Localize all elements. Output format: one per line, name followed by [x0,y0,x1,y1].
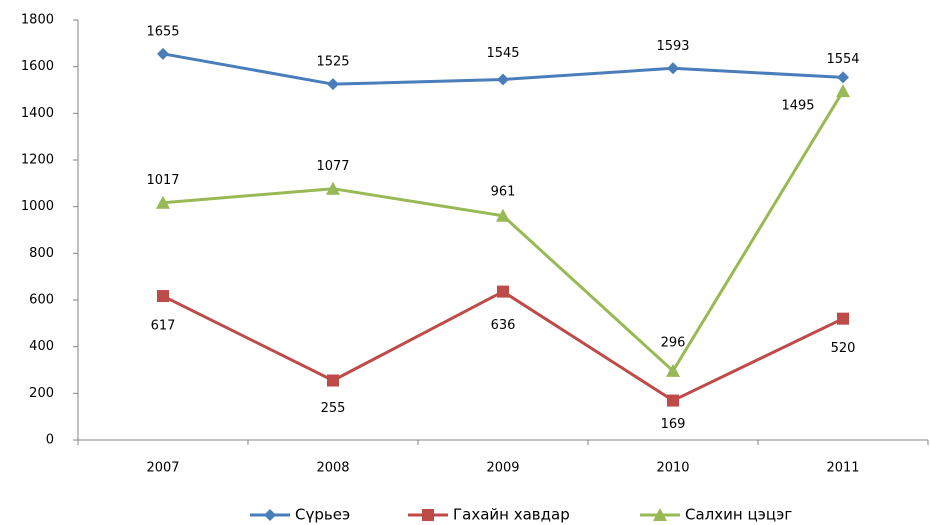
data-label: 1017 [146,173,179,188]
data-label: 617 [151,319,176,334]
data-label: 1495 [781,99,814,114]
y-tick-label: 400 [29,339,54,354]
x-tick-label: 2008 [316,461,349,476]
point-marker [156,195,170,209]
y-tick-label: 1400 [21,106,54,121]
y-tick-label: 200 [29,386,54,401]
legend-marker [264,509,276,521]
point-marker [836,84,850,98]
legend-label: Гахайн хавдар [453,506,570,524]
y-tick-label: 1800 [21,13,54,28]
data-label: 520 [831,341,856,356]
x-tick-label: 2009 [486,461,519,476]
point-marker [667,394,679,407]
point-marker [837,312,849,325]
point-marker [497,73,509,86]
x-tick-label: 2011 [826,461,859,476]
point-marker [326,181,340,195]
legend-label: Салхин цэцэг [685,506,792,524]
point-marker [157,47,169,60]
data-label: 255 [321,401,346,416]
data-label: 1593 [656,39,689,54]
data-label: 961 [491,184,516,199]
data-label: 1545 [486,46,519,61]
point-marker [157,290,169,303]
y-tick-label: 800 [29,246,54,261]
point-marker [496,208,510,222]
data-label: 1655 [146,24,179,39]
series-line [162,289,844,403]
point-marker [667,62,679,75]
point-marker [327,374,339,387]
point-marker [327,78,339,91]
data-label: 296 [661,335,686,350]
data-label: 636 [491,318,516,333]
y-tick-label: 1600 [21,59,54,74]
x-tick-label: 2010 [656,461,689,476]
point-marker [837,71,849,84]
x-tick-label: 2007 [146,461,179,476]
data-label: 1077 [316,159,349,174]
data-label: 1525 [316,55,349,70]
y-tick-label: 600 [29,293,54,308]
y-tick-label: 0 [46,433,54,448]
legend-label: Сүрьеэ [295,506,350,524]
point-marker [497,285,509,298]
y-tick-label: 1200 [21,153,54,168]
data-label: 169 [661,417,686,432]
y-tick-label: 1000 [21,199,54,214]
legend-marker [653,508,667,521]
point-marker [666,363,680,377]
legend-marker [422,509,434,521]
data-label: 1554 [826,52,859,67]
